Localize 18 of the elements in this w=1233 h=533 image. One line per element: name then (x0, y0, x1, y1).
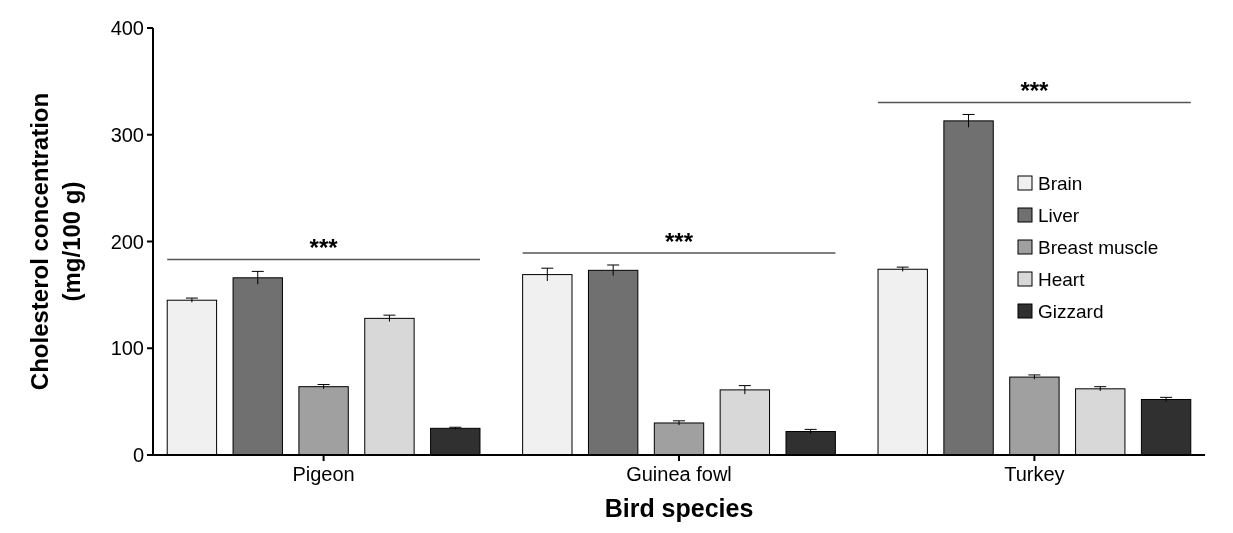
y-tick-label: 100 (110, 337, 144, 360)
legend-label: Liver (1038, 204, 1080, 226)
legend-label: Breast muscle (1038, 236, 1159, 258)
legend-label: Heart (1038, 268, 1086, 290)
y-tick-label: 200 (110, 230, 144, 253)
annotation: *** (309, 234, 339, 262)
y-tick-label: 300 (110, 123, 144, 146)
y-tick-label: 0 (132, 444, 144, 466)
legend-label: Brain (1038, 172, 1083, 194)
x-tick-label: Guinea fowl (626, 463, 732, 485)
annotation: *** (664, 227, 694, 255)
x-axis-title: Bird species (604, 494, 754, 522)
y-axis-title: Cholesterol concentration (mg/100 g) (26, 92, 85, 391)
annotation: *** (1020, 77, 1050, 105)
x-tick-label: Pigeon (292, 463, 355, 485)
legend-label: Gizzard (1038, 300, 1104, 322)
x-tick-label: Turkey (1004, 463, 1065, 485)
y-tick-label: 400 (110, 17, 144, 39)
